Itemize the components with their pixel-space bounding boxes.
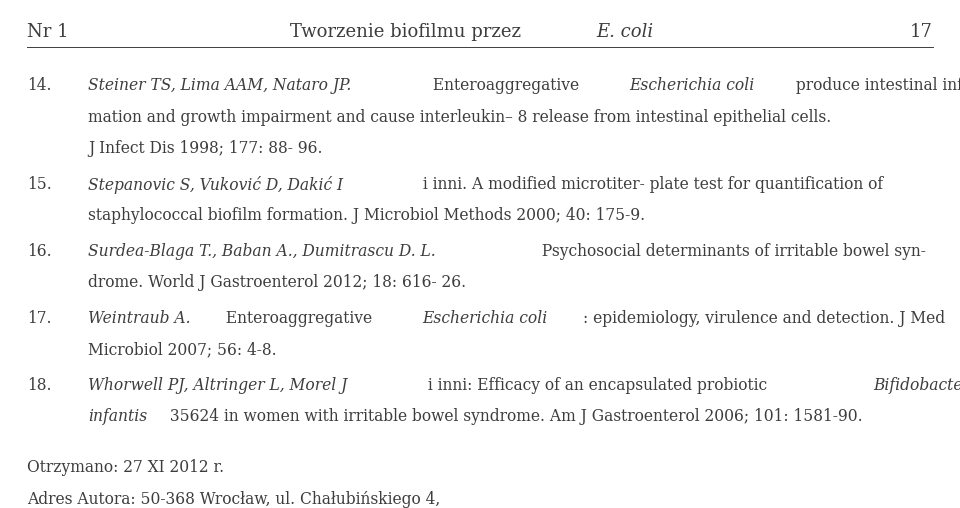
Text: Microbiol 2007; 56: 4-8.: Microbiol 2007; 56: 4-8. bbox=[88, 341, 276, 358]
Text: Otrzymano: 27 XI 2012 r.: Otrzymano: 27 XI 2012 r. bbox=[27, 459, 224, 476]
Text: Enteroaggregative: Enteroaggregative bbox=[428, 77, 584, 94]
Text: drome. World J Gastroenterol 2012; 18: 616- 26.: drome. World J Gastroenterol 2012; 18: 6… bbox=[88, 274, 467, 291]
Text: i inni: Efficacy of an encapsulated probiotic: i inni: Efficacy of an encapsulated prob… bbox=[423, 377, 772, 394]
Text: produce intestinal inflam-: produce intestinal inflam- bbox=[791, 77, 960, 94]
Text: infantis: infantis bbox=[88, 408, 148, 425]
Text: 15.: 15. bbox=[27, 176, 52, 193]
Text: E. coli: E. coli bbox=[596, 23, 653, 41]
Text: 14.: 14. bbox=[27, 77, 52, 94]
Text: Weintraub A.: Weintraub A. bbox=[88, 310, 191, 327]
Text: Stepanovic S, Vuković D, Dakić I: Stepanovic S, Vuković D, Dakić I bbox=[88, 176, 344, 194]
Text: Psychosocial determinants of irritable bowel syn-: Psychosocial determinants of irritable b… bbox=[537, 243, 925, 260]
Text: Steiner TS, Lima AAM, Nataro JP.: Steiner TS, Lima AAM, Nataro JP. bbox=[88, 77, 351, 94]
Text: Whorwell PJ, Altringer L, Morel J: Whorwell PJ, Altringer L, Morel J bbox=[88, 377, 348, 394]
Text: : epidemiology, virulence and detection. J Med: : epidemiology, virulence and detection.… bbox=[584, 310, 946, 327]
Text: 16.: 16. bbox=[27, 243, 52, 260]
Text: Adres Autora: 50-368 Wrocław, ul. Chałubińskiego 4,: Adres Autora: 50-368 Wrocław, ul. Chałub… bbox=[27, 491, 440, 507]
Text: staphylococcal biofilm formation. J Microbiol Methods 2000; 40: 175-9.: staphylococcal biofilm formation. J Micr… bbox=[88, 207, 645, 224]
Text: 18.: 18. bbox=[27, 377, 52, 394]
Text: 17.: 17. bbox=[27, 310, 52, 327]
Text: mation and growth impairment and cause interleukin– 8 release from intestinal ep: mation and growth impairment and cause i… bbox=[88, 109, 831, 125]
Text: Bifidobacterium: Bifidobacterium bbox=[874, 377, 960, 394]
Text: 17: 17 bbox=[910, 23, 933, 41]
Text: J Infect Dis 1998; 177: 88- 96.: J Infect Dis 1998; 177: 88- 96. bbox=[88, 140, 323, 157]
Text: Nr 1: Nr 1 bbox=[27, 23, 68, 41]
Text: Surdea-Blaga T., Baban A., Dumitrascu D. L.: Surdea-Blaga T., Baban A., Dumitrascu D.… bbox=[88, 243, 436, 260]
Text: Escherichia coli: Escherichia coli bbox=[421, 310, 547, 327]
Text: Enteroaggregative: Enteroaggregative bbox=[221, 310, 376, 327]
Text: Escherichia coli: Escherichia coli bbox=[630, 77, 755, 94]
Text: Tworzenie biofilmu przez: Tworzenie biofilmu przez bbox=[291, 23, 527, 41]
Text: i inni. A modified microtiter- plate test for quantification of: i inni. A modified microtiter- plate tes… bbox=[418, 176, 882, 193]
Text: 35624 in women with irritable bowel syndrome. Am J Gastroenterol 2006; 101: 1581: 35624 in women with irritable bowel synd… bbox=[165, 408, 862, 425]
